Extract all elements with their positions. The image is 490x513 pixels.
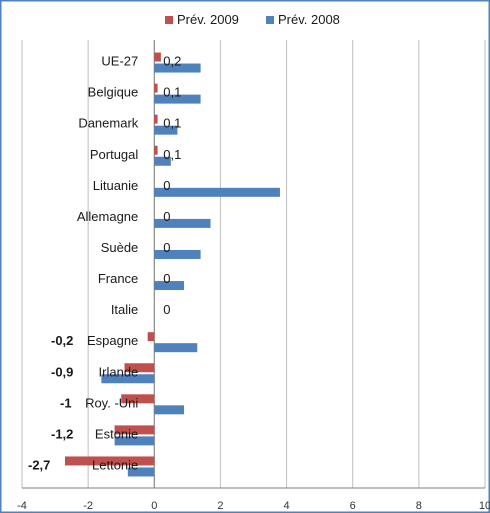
x-tick-label: 0 (151, 500, 157, 512)
data-label: 0,1 (163, 147, 181, 162)
bar-prev-2009 (147, 332, 155, 342)
data-label: -1 (60, 395, 72, 410)
bar-prev-2009 (124, 363, 155, 373)
data-label: 0 (163, 240, 170, 255)
data-label: 0,1 (163, 116, 181, 131)
bar-prev-2009 (154, 145, 158, 155)
legend-label-2: Prév. 2008 (278, 12, 340, 27)
x-tick-label: 10 (479, 500, 490, 512)
category-label: Estonie (95, 426, 138, 441)
data-label: 0 (163, 178, 170, 193)
bar-prev-2009 (154, 83, 158, 93)
data-label: 0 (163, 209, 170, 224)
data-label: 0 (163, 271, 170, 286)
category-label: Allemagne (77, 209, 138, 224)
bar-prev-2008 (154, 63, 201, 73)
category-label: Italie (111, 302, 138, 317)
category-label: Suède (101, 240, 139, 255)
bar-prev-2008 (101, 374, 155, 384)
bar-prev-2008 (154, 218, 211, 228)
bar-prev-2009 (114, 425, 155, 435)
bar-prev-2009 (64, 456, 155, 466)
category-label: Roy. -Uni (85, 395, 138, 410)
x-axis: -4 -2 0 2 4 6 8 10 (17, 500, 490, 512)
bar-prev-2008 (154, 343, 198, 353)
bar-prev-2008 (114, 436, 155, 446)
legend: Prév. 2009 Prév. 2008 (165, 12, 340, 27)
data-label: 0,1 (163, 85, 181, 100)
category-label: Portugal (90, 147, 139, 162)
bar-prev-2008 (154, 405, 185, 415)
category-label: Irlande (99, 364, 139, 379)
bar-prev-2008 (154, 249, 201, 259)
bar-prev-2008 (154, 281, 185, 291)
bar-prev-2008 (127, 467, 155, 477)
data-label: 0,2 (163, 54, 181, 69)
data-label: 0 (163, 302, 170, 317)
bar-prev-2008 (154, 156, 171, 166)
legend-swatch-2 (266, 16, 274, 24)
bar-prev-2008 (154, 187, 280, 197)
data-label: -0,2 (51, 333, 73, 348)
bar-prev-2009 (121, 394, 155, 404)
x-tick-label: 4 (284, 500, 290, 512)
category-label: Lettonie (92, 457, 138, 472)
bar-prev-2008 (154, 94, 201, 104)
x-tick-label: -4 (17, 500, 27, 512)
x-tick-label: 8 (416, 500, 422, 512)
data-label: -2,7 (28, 457, 50, 472)
category-label: Danemark (78, 116, 138, 131)
data-label: -1,2 (51, 426, 73, 441)
x-tick-label: 6 (350, 500, 356, 512)
x-tick-label: -2 (83, 500, 93, 512)
x-tick-label: 2 (217, 500, 223, 512)
value-labels: 0,2 0,1 0,1 0,1 0 0 0 0 0 -0,2 -0,9 -1 -1,2 -2,7 (28, 54, 181, 473)
category-label: Espagne (87, 333, 138, 348)
legend-label-1: Prév. 2009 (177, 12, 239, 27)
category-label: Belgique (88, 85, 139, 100)
bar-prev-2009 (154, 114, 158, 124)
category-label: Lituanie (93, 178, 139, 193)
bar-prev-2009 (154, 52, 161, 62)
bars (64, 52, 280, 477)
category-label: UE-27 (101, 54, 138, 69)
bar-prev-2008 (154, 125, 178, 135)
data-label: -0,9 (51, 364, 73, 379)
category-label: France (98, 271, 138, 286)
legend-swatch-1 (165, 16, 173, 24)
category-labels: UE-27 Belgique Danemark Portugal Lituanie All… (77, 54, 139, 473)
